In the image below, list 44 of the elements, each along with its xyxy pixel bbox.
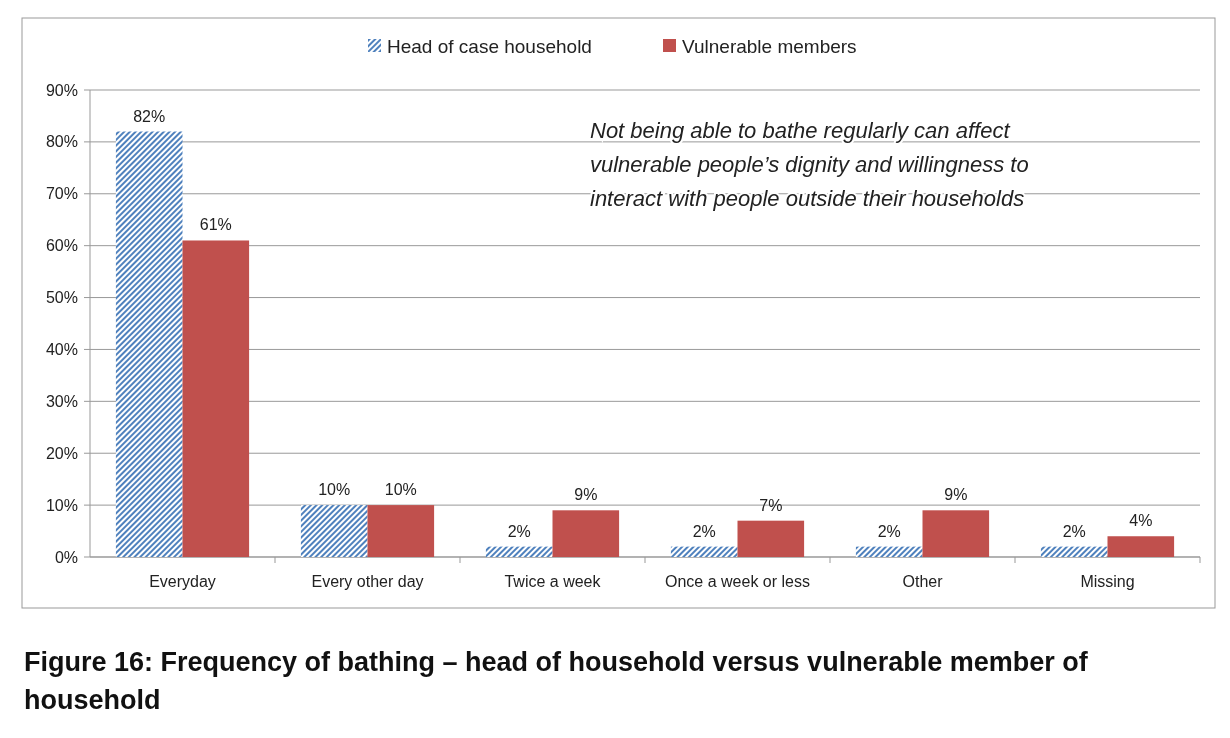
y-tick-label: 50% [45,289,78,307]
text: 9% [574,486,598,504]
y-tick-label: 30% [45,392,78,410]
text: 2% [877,522,901,540]
text: 9% [944,486,968,504]
y-tick-label: 60% [45,237,78,255]
x-tick-label: Other [902,573,944,590]
x-tick-label: Everyday [149,573,216,590]
text: 2% [507,522,531,540]
y-tick-label: 20% [45,444,78,462]
bar [1107,536,1175,557]
bar [737,520,805,557]
y-tick-label: 40% [45,341,78,359]
bar [485,546,553,557]
bar [670,546,738,557]
y-tick-label: 80% [45,133,78,151]
text: 10% [318,481,351,499]
x-tick-label: Missing [1080,573,1135,590]
x-tick-label: Every other day [311,573,424,590]
text: 10% [384,481,417,499]
y-tick-label: 90% [45,81,78,99]
text: 7% [759,496,783,514]
bar [1040,546,1108,557]
text: 82% [133,107,166,125]
text: 61% [199,216,232,234]
y-tick-label: 10% [45,496,78,514]
bar [182,240,250,557]
legend-label: Head of case household [387,35,592,57]
x-tick-label: Twice a week [504,573,602,590]
text: 2% [692,522,716,540]
bar [922,510,990,557]
y-tick-label: 70% [45,185,78,203]
bar [367,505,435,557]
x-tick-label: Once a week or less [665,573,810,590]
annotation: Not being able to bathe regularly can affect vulnerable people’s dignity and willingness to interact with people outside their households [590,118,1029,211]
bar [552,510,620,557]
bar [115,131,183,557]
text: 2% [1062,522,1086,540]
legend-label: Vulnerable members [682,35,857,57]
text: 4% [1129,512,1153,530]
bar [855,546,923,557]
bar [300,505,368,557]
y-tick-label: 0% [54,548,78,566]
text: Figure 16: Frequency of bathing – head of household versus vulnerable member of household [24,647,1089,715]
